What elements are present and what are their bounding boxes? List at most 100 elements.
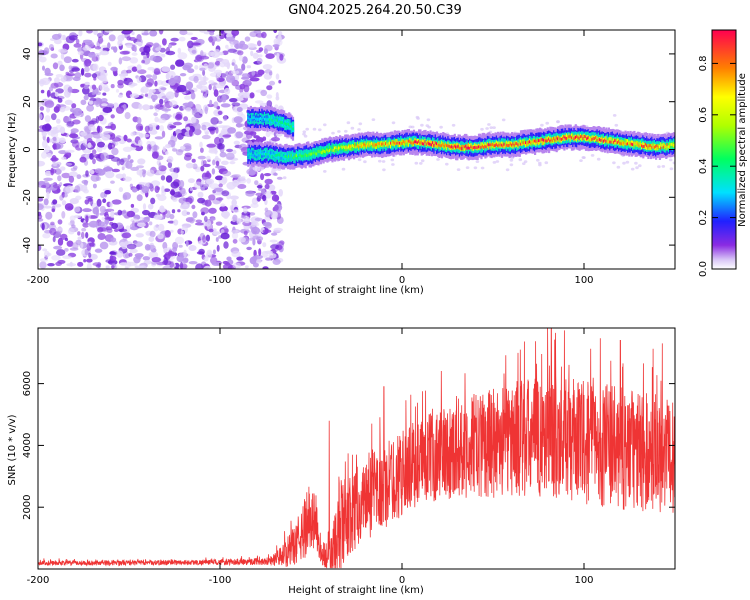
- noise-blob: [131, 52, 138, 56]
- noise-blob: [84, 153, 91, 160]
- ridge-band: [251, 152, 254, 155]
- y-tick-label: -20: [22, 189, 33, 205]
- scatter-blob: [614, 123, 619, 127]
- noise-blob: [180, 187, 186, 195]
- noise-blob: [141, 32, 150, 36]
- scatter-blob: [612, 114, 617, 117]
- noise-blob: [74, 185, 81, 193]
- ridge-band: [587, 136, 590, 140]
- spectrogram-plot-area: [38, 30, 675, 269]
- ridge-band: [369, 142, 372, 146]
- noise-blob: [257, 233, 262, 237]
- ridge-band: [672, 143, 675, 147]
- ridge-band: [295, 154, 298, 157]
- ridge-band: [591, 138, 594, 141]
- ridge-band: [451, 145, 454, 149]
- noise-blob: [90, 174, 100, 182]
- noise-blob: [103, 166, 113, 173]
- noise-blob: [183, 257, 189, 263]
- noise-blob: [269, 71, 273, 76]
- noise-blob: [100, 70, 106, 79]
- scatter-blob: [344, 129, 348, 133]
- noise-blob: [220, 203, 226, 208]
- ridge-band: [670, 143, 673, 146]
- noise-blob: [236, 256, 244, 261]
- noise-blob: [264, 250, 273, 254]
- ridge-band: [558, 135, 561, 139]
- noise-blob: [67, 86, 73, 93]
- noise-blob: [254, 217, 263, 222]
- noise-blob: [122, 146, 133, 152]
- ridge-band: [505, 143, 509, 147]
- noise-blob: [191, 107, 196, 116]
- noise-blob: [126, 210, 135, 218]
- noise-blob: [84, 58, 92, 67]
- noise-blob: [139, 125, 143, 131]
- noise-blob: [95, 91, 102, 96]
- noise-blob: [52, 143, 57, 150]
- noise-blob: [157, 118, 166, 124]
- noise-blob: [135, 41, 142, 46]
- noise-blob: [82, 222, 90, 228]
- noise-blob: [251, 70, 256, 76]
- noise-blob: [273, 227, 283, 232]
- ridge-band: [544, 138, 547, 142]
- noise-blob: [191, 42, 201, 46]
- ridge-band: [602, 139, 605, 143]
- noise-blob: [221, 176, 228, 184]
- ridge-band: [420, 141, 423, 144]
- ridge-band: [637, 142, 640, 146]
- noise-blob: [244, 36, 251, 42]
- noise-blob: [248, 169, 256, 176]
- noise-blob: [153, 224, 160, 232]
- noise-blob: [246, 79, 252, 84]
- ridge-band: [443, 144, 446, 148]
- noise-blob: [213, 101, 219, 109]
- scatter-blob: [445, 162, 449, 166]
- scatter-blob: [509, 163, 514, 167]
- noise-blob: [154, 185, 160, 193]
- noise-blob: [249, 43, 258, 48]
- noise-blob: [273, 172, 278, 176]
- ridge-band: [539, 139, 542, 143]
- noise-blob: [146, 244, 156, 251]
- noise-blob: [44, 170, 52, 176]
- noise-blob: [158, 162, 162, 171]
- noise-blob: [105, 125, 113, 129]
- ridge-band-high: [247, 116, 250, 120]
- noise-blob: [73, 43, 82, 48]
- noise-blob: [276, 210, 281, 214]
- noise-blob: [207, 51, 216, 57]
- noise-blob: [99, 50, 109, 56]
- ridge-band: [512, 142, 515, 149]
- noise-blob: [111, 199, 122, 205]
- noise-blob: [156, 261, 166, 266]
- snr-plot-area: [38, 328, 675, 569]
- noise-blob: [82, 207, 91, 213]
- noise-blob: [117, 94, 123, 98]
- scatter-blob: [357, 158, 362, 162]
- noise-blob: [101, 78, 108, 84]
- noise-blob: [178, 180, 185, 188]
- noise-blob: [62, 255, 72, 259]
- ridge-band: [248, 152, 251, 155]
- noise-blob: [243, 84, 250, 93]
- noise-blob: [204, 106, 208, 115]
- noise-blob: [98, 221, 105, 227]
- noise-blob: [192, 163, 198, 170]
- ridge-band: [627, 142, 630, 146]
- noise-blob: [160, 87, 167, 91]
- noise-blob: [264, 191, 272, 199]
- noise-blob: [172, 148, 178, 152]
- ridge-band-high: [280, 121, 283, 124]
- ridge-band: [424, 140, 427, 144]
- ridge-band: [579, 135, 582, 139]
- noise-blob: [169, 100, 178, 107]
- noise-blob: [57, 259, 66, 264]
- noise-blob: [102, 198, 107, 203]
- ridge-band: [281, 153, 284, 157]
- scatter-blob: [473, 166, 478, 170]
- noise-blob: [265, 131, 271, 138]
- ridge-band: [392, 140, 395, 144]
